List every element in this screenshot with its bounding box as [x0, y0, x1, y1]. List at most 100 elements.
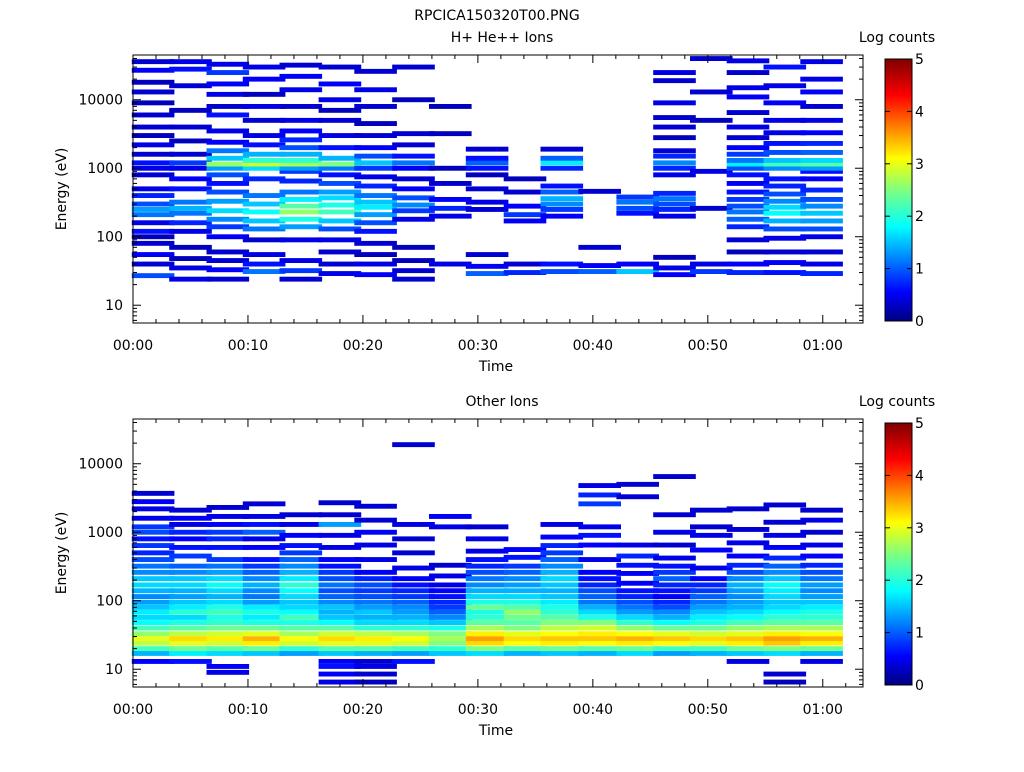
heatmap-cell [279, 522, 323, 527]
heatmap-cell [318, 646, 362, 652]
heatmap-cell [242, 529, 286, 535]
heatmap-cell [503, 640, 547, 646]
panel-top: 00:00 00:10 00:20 00:30 00:40 00:50 01:0010100… [54, 30, 935, 375]
heatmap-cell [354, 529, 397, 535]
heatmap-cell [354, 646, 397, 652]
heatmap-cell [206, 557, 250, 562]
heatmap-cell [279, 532, 323, 538]
heatmap-cell [169, 176, 212, 182]
heatmap-cell [690, 599, 733, 605]
heatmap-cell [242, 158, 286, 163]
heatmap-cell [540, 183, 584, 189]
heatmap-cell [131, 563, 175, 569]
heatmap-cell [392, 208, 435, 214]
heatmap-cell [392, 588, 435, 594]
heatmap-cell [169, 545, 212, 550]
heatmap-cell [578, 604, 621, 610]
heatmap-cell [465, 599, 509, 605]
heatmap-cell [242, 576, 286, 582]
heatmap-cell [354, 542, 397, 548]
heatmap-cell [206, 545, 250, 550]
heatmap-cell [690, 565, 733, 571]
heatmap-cell [726, 659, 770, 664]
heatmap-cell [131, 599, 175, 605]
x-tick-label: 01:00 [803, 338, 843, 354]
heatmap-cell [540, 576, 584, 582]
heatmap-cell [800, 517, 843, 523]
heatmap-cell [578, 646, 621, 652]
heatmap-cell [578, 636, 621, 642]
heatmap-cell [653, 172, 696, 178]
heatmap-cell [726, 569, 770, 575]
heatmap-cell [392, 609, 435, 615]
colorbar-tick-label: 0 [915, 678, 924, 694]
figure-title: RPCICA150320T00.PNG [414, 8, 579, 24]
heatmap-cell [206, 165, 250, 171]
heatmap-cell [279, 550, 323, 556]
heatmap-cell [726, 165, 770, 171]
heatmap-cell [763, 563, 807, 569]
heatmap-cell [131, 160, 175, 166]
heatmap-cell [800, 187, 843, 193]
heatmap-cell [578, 651, 621, 656]
heatmap-cell [616, 594, 659, 599]
heatmap-cell [800, 553, 843, 559]
heatmap-cell [540, 155, 584, 161]
heatmap-cell [279, 137, 323, 143]
heatmap-cell [206, 276, 250, 282]
heatmap-cell [354, 631, 397, 637]
heatmap-cell [578, 269, 621, 274]
x-tick-label: 00:30 [458, 338, 498, 354]
heatmap-cell [653, 625, 696, 631]
heatmap-cell [242, 557, 286, 562]
heatmap-cell [690, 646, 733, 652]
heatmap-cell [206, 615, 250, 620]
heatmap-cell [318, 81, 362, 87]
heatmap-cell [465, 631, 509, 637]
heatmap-cell [429, 599, 472, 605]
heatmap-cell [318, 237, 362, 243]
heatmap-cell [242, 609, 286, 615]
heatmap-cell [131, 604, 175, 610]
heatmap-cell [318, 64, 362, 70]
heatmap-cell [465, 172, 509, 178]
heatmap-cell [653, 207, 696, 212]
heatmap-cell [206, 70, 250, 75]
heatmap-cell [465, 186, 509, 192]
heatmap-cell [279, 543, 323, 548]
y-axis-label: Energy (eV) [54, 148, 70, 231]
heatmap-cell [279, 87, 323, 93]
heatmap-cell [653, 594, 696, 599]
heatmap-cell [690, 640, 733, 646]
heatmap-cell [206, 651, 250, 656]
heatmap-cell [318, 202, 362, 208]
heatmap-cell [800, 210, 843, 216]
heatmap-cell [279, 178, 323, 184]
heatmap-cell [653, 651, 696, 656]
heatmap-cell [354, 671, 397, 677]
heatmap-cell [279, 599, 323, 605]
x-tick-label: 00:40 [573, 338, 613, 354]
heatmap-cell [131, 186, 175, 192]
heatmap-cell [392, 165, 435, 171]
heatmap-cell [242, 161, 286, 167]
heatmap-cell [763, 158, 807, 163]
heatmap-cell [763, 130, 807, 136]
heatmap-cell [169, 265, 212, 271]
heatmap-cell [540, 636, 584, 642]
heatmap-cell [354, 582, 397, 588]
heatmap-cell [392, 594, 435, 599]
heatmap-cell [690, 625, 733, 631]
heatmap-cell [653, 582, 696, 588]
heatmap-cell [763, 582, 807, 588]
heatmap-cell [429, 594, 472, 599]
heatmap-cell [540, 631, 584, 637]
heatmap-cell [616, 553, 659, 559]
heatmap-cell [242, 91, 286, 97]
heatmap-cell [242, 640, 286, 646]
heatmap-cell [169, 631, 212, 637]
heatmap-cell [279, 615, 323, 620]
heatmap-cell [653, 604, 696, 610]
heatmap-cell [131, 100, 175, 106]
